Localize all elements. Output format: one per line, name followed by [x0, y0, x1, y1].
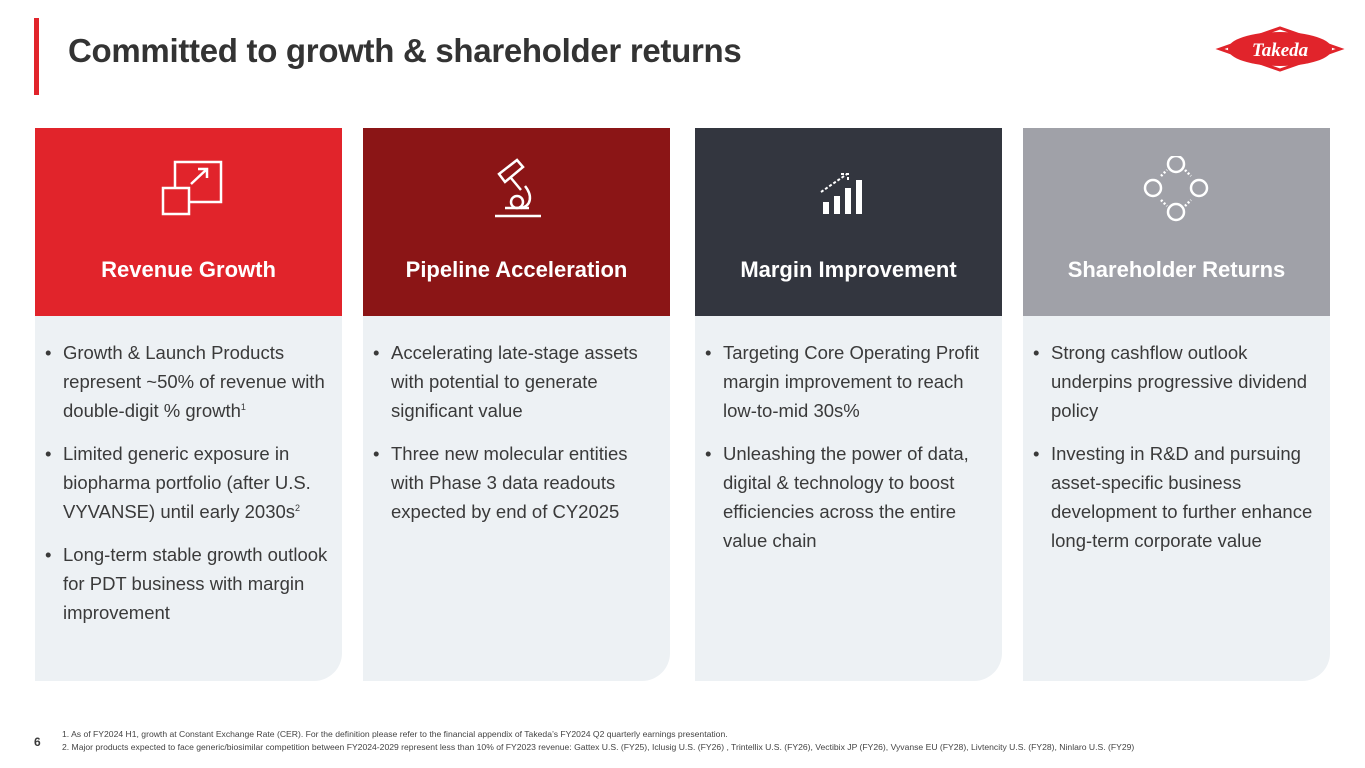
card-heading: Margin Improvement — [740, 257, 957, 282]
card-heading: Pipeline Acceleration — [405, 257, 628, 282]
bullet-text: Investing in R&D and pursuing asset-spec… — [1051, 443, 1313, 551]
bullet-list: Strong cashflow outlook underpins progre… — [1033, 338, 1318, 569]
bullet: Limited generic exposure in biopharma po… — [45, 439, 330, 526]
footnote-ref: 2 — [295, 502, 301, 513]
icon — [820, 173, 862, 214]
icon — [495, 158, 541, 218]
bullet-text: Three new molecular entities with Phase … — [391, 443, 628, 522]
bullet-text: Long-term stable growth outlook for PDT … — [63, 544, 328, 623]
bullet: Three new molecular entities with Phase … — [373, 439, 658, 526]
bullet-text: Targeting Core Operating Profit margin i… — [723, 342, 980, 421]
card: Revenue Growth Growth & Launch Products … — [35, 128, 342, 681]
logo-text: Takeda — [1252, 40, 1309, 61]
card-header: Margin Improvement — [695, 128, 1002, 316]
bullet: Unleashing the power of data, digital & … — [705, 439, 990, 555]
card: Margin Improvement Targeting Core Operat… — [695, 128, 1002, 681]
card-heading: Revenue Growth — [101, 257, 276, 282]
page-number: 6 — [34, 735, 41, 749]
bullet-text: Limited generic exposure in biopharma po… — [63, 443, 311, 522]
bullet-text: Accelerating late-stage assets with pote… — [391, 342, 638, 421]
bullet-list: Targeting Core Operating Profit margin i… — [705, 338, 990, 569]
icon — [161, 160, 223, 216]
bullet: Long-term stable growth outlook for PDT … — [45, 540, 330, 627]
footnote-ref: 1 — [240, 401, 246, 412]
bullet-text: Unleashing the power of data, digital & … — [723, 443, 969, 551]
footnote: 1. As of FY2024 H1, growth at Constant E… — [62, 729, 728, 739]
accent-bar — [34, 18, 39, 95]
bullet-list: Accelerating late-stage assets with pote… — [373, 338, 658, 540]
bullet: Investing in R&D and pursuing asset-spec… — [1033, 439, 1318, 555]
bullet: Growth & Launch Products represent ~50% … — [45, 338, 330, 425]
bullet-text: Growth & Launch Products represent ~50% … — [63, 342, 325, 421]
card: Pipeline Acceleration Accelerating late-… — [363, 128, 670, 681]
bullet: Targeting Core Operating Profit margin i… — [705, 338, 990, 425]
card-header: Revenue Growth — [35, 128, 342, 316]
title: Committed to growth & shareholder return… — [68, 32, 742, 69]
logo: Takeda — [1215, 26, 1345, 72]
bullet: Accelerating late-stage assets with pote… — [373, 338, 658, 425]
card-heading: Shareholder Returns — [1067, 257, 1286, 282]
card: Shareholder Returns Strong cashflow outl… — [1023, 128, 1330, 681]
bullet-list: Growth & Launch Products represent ~50% … — [45, 338, 330, 641]
footnote: 2. Major products expected to face gener… — [62, 742, 1135, 752]
icon — [1143, 156, 1209, 222]
card-header: Pipeline Acceleration — [363, 128, 670, 316]
card-header: Shareholder Returns — [1023, 128, 1330, 316]
bullet-text: Strong cashflow outlook underpins progre… — [1051, 342, 1308, 421]
bullet: Strong cashflow outlook underpins progre… — [1033, 338, 1318, 425]
